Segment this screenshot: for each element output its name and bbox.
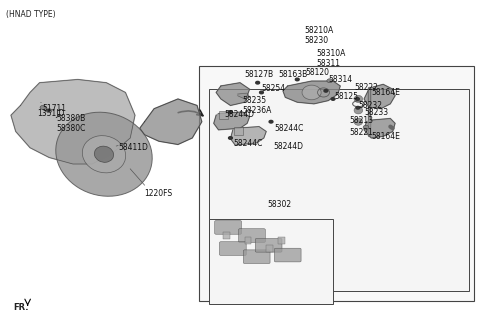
- Circle shape: [327, 79, 333, 83]
- Circle shape: [40, 106, 46, 109]
- Polygon shape: [283, 81, 340, 104]
- Bar: [266, 245, 273, 252]
- Bar: [219, 111, 228, 119]
- Circle shape: [256, 81, 260, 84]
- FancyBboxPatch shape: [215, 221, 241, 234]
- Bar: [245, 237, 252, 244]
- Text: 58244D: 58244D: [224, 110, 254, 119]
- Polygon shape: [364, 84, 395, 109]
- Polygon shape: [216, 83, 250, 106]
- Polygon shape: [364, 118, 395, 138]
- Text: 58254: 58254: [262, 84, 286, 93]
- Text: (HNAD TYPE): (HNAD TYPE): [6, 10, 56, 18]
- Text: 58232: 58232: [359, 101, 383, 110]
- Text: 1220FS: 1220FS: [144, 189, 173, 198]
- Circle shape: [228, 137, 232, 139]
- Text: 58120: 58120: [305, 68, 329, 77]
- Ellipse shape: [354, 95, 363, 103]
- Text: 58244D: 58244D: [274, 142, 303, 151]
- Text: 58163B: 58163B: [278, 70, 307, 79]
- Polygon shape: [11, 79, 135, 164]
- FancyBboxPatch shape: [219, 242, 246, 256]
- Text: 1351JD: 1351JD: [37, 109, 64, 118]
- Ellipse shape: [354, 107, 363, 114]
- Ellipse shape: [95, 146, 114, 162]
- Text: 58127B: 58127B: [245, 70, 274, 79]
- Bar: [223, 232, 230, 239]
- Circle shape: [356, 106, 360, 109]
- Circle shape: [228, 111, 232, 113]
- FancyBboxPatch shape: [275, 248, 301, 262]
- FancyBboxPatch shape: [243, 250, 270, 263]
- Polygon shape: [238, 93, 250, 99]
- Circle shape: [269, 120, 273, 123]
- Text: 58244C: 58244C: [234, 139, 263, 148]
- Bar: [278, 237, 285, 244]
- Text: 58164E: 58164E: [371, 132, 400, 141]
- Polygon shape: [140, 99, 202, 145]
- Text: 58310A
58311: 58310A 58311: [316, 49, 346, 68]
- Text: 58411D: 58411D: [118, 143, 148, 152]
- Text: 58314: 58314: [328, 74, 352, 84]
- Text: 58210A
58230: 58210A 58230: [304, 26, 334, 45]
- Ellipse shape: [354, 118, 363, 125]
- Bar: [199, 67, 474, 300]
- Circle shape: [324, 90, 328, 92]
- FancyBboxPatch shape: [239, 229, 265, 242]
- Text: 58222: 58222: [355, 83, 378, 92]
- Bar: [209, 89, 469, 291]
- Circle shape: [331, 98, 335, 100]
- FancyBboxPatch shape: [255, 238, 282, 252]
- Ellipse shape: [302, 85, 321, 100]
- Text: 51711: 51711: [42, 104, 66, 113]
- Circle shape: [363, 125, 369, 129]
- Text: 58244C: 58244C: [275, 124, 304, 133]
- Bar: [209, 219, 333, 304]
- Text: 58221: 58221: [350, 128, 373, 136]
- Ellipse shape: [56, 112, 152, 196]
- Text: 58235
58236A: 58235 58236A: [242, 96, 272, 115]
- Text: 58164E: 58164E: [371, 88, 400, 96]
- Text: FR.: FR.: [13, 303, 29, 312]
- Text: 58213: 58213: [350, 116, 374, 125]
- Text: 58125: 58125: [334, 92, 358, 101]
- Ellipse shape: [82, 136, 126, 173]
- Polygon shape: [230, 127, 266, 145]
- Text: 58380B
58380C: 58380B 58380C: [56, 113, 85, 133]
- Circle shape: [295, 78, 299, 81]
- Bar: [234, 127, 243, 135]
- Circle shape: [260, 91, 264, 94]
- Circle shape: [46, 109, 52, 113]
- Text: 58233: 58233: [364, 108, 388, 117]
- Polygon shape: [214, 112, 250, 130]
- Circle shape: [356, 98, 360, 100]
- Text: 58302: 58302: [268, 200, 292, 209]
